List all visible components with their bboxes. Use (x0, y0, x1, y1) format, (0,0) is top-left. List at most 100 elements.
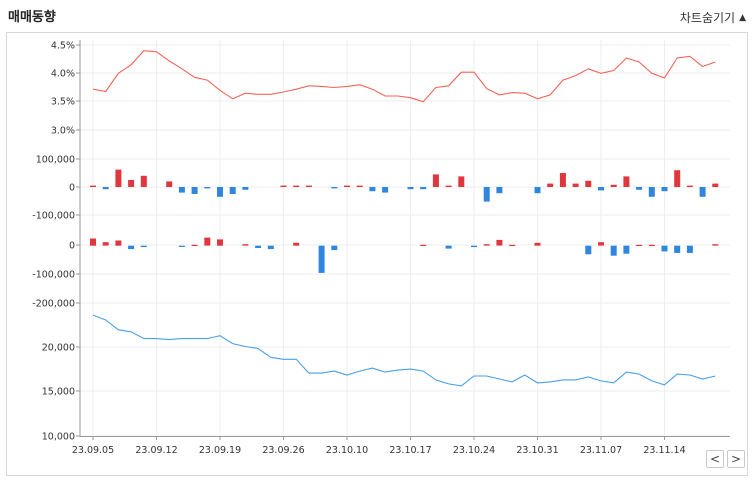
foreign-net-buy-bar (331, 187, 338, 189)
institution-net-buy-bar (471, 245, 477, 248)
y-tick-label: 0 (69, 183, 75, 194)
x-tick-label: 23.11.14 (643, 445, 685, 456)
prev-page-button[interactable]: < (706, 450, 724, 468)
institution-net-buy-bar (102, 242, 109, 246)
institution-net-buy-bar (115, 240, 122, 246)
foreign-net-buy-bar (674, 170, 681, 187)
foreign-net-buy-bar (610, 184, 617, 187)
y-tick-label: -200,000 (32, 299, 75, 310)
institution-net-buy-bar (610, 245, 617, 256)
institution-net-buy-bar (267, 245, 274, 250)
y-tick-label: 100,000 (36, 155, 75, 166)
institution-net-buy-bar (128, 245, 135, 250)
institution-net-buy-bar (585, 245, 592, 255)
y-tick-label: -100,000 (32, 211, 75, 222)
foreign-net-buy-bar (636, 187, 643, 190)
foreign-net-buy-bar (420, 187, 427, 190)
foreign-net-buy-bar (217, 187, 223, 197)
foreign-net-buy-bar (623, 176, 630, 187)
foreign-net-buy-bar (483, 187, 490, 202)
foreign-net-buy-bar (229, 187, 236, 194)
foreign-net-buy-bar (547, 183, 554, 187)
institution-net-buy-bar (712, 244, 719, 246)
foreign-ownership-line (92, 50, 716, 103)
foreign-net-buy-bar (140, 175, 147, 187)
y-tick-label: -100,000 (32, 270, 75, 281)
institution-net-buy-bar (686, 245, 693, 253)
x-tick-label: 23.10.31 (516, 445, 558, 456)
institution-net-buy-bar (420, 244, 427, 246)
institution-net-buy-bar (496, 239, 503, 246)
institution-net-buy-bar (636, 244, 643, 246)
institution-net-buy-bar (509, 244, 516, 246)
institution-net-buy-bar (178, 245, 185, 247)
y-tick-label: 4.0% (51, 69, 75, 80)
foreign-net-buy-bar (178, 187, 185, 193)
x-tick-label: 23.09.12 (135, 445, 177, 456)
foreign-net-buy-bar (344, 185, 350, 187)
x-tick-label: 23.10.10 (326, 445, 368, 456)
foreign-net-buy-bar (166, 181, 173, 187)
y-tick-label: 0 (69, 241, 75, 252)
x-tick-label: 23.11.07 (580, 445, 622, 456)
institution-net-buy-bar (483, 244, 490, 246)
institution-net-buy-bar (255, 245, 262, 248)
institution-net-buy-bar (674, 245, 681, 253)
institution-net-buy-bar (598, 242, 604, 246)
chart-frame (6, 32, 748, 476)
foreign-net-buy-bar (648, 187, 655, 197)
institution-net-buy-bar (623, 245, 630, 254)
foreign-net-buy-bar (407, 187, 414, 190)
page-title: 매매동향 (8, 10, 56, 25)
y-tick-label: 15,000 (42, 387, 75, 398)
x-tick-label: 23.09.26 (262, 445, 304, 456)
foreign-net-buy-bar (458, 176, 465, 187)
foreign-net-buy-bar (686, 185, 693, 187)
foreign-net-buy-bar (699, 187, 706, 197)
institution-net-buy-bar (204, 237, 211, 246)
price-line (92, 314, 716, 387)
foreign-net-buy-bar (128, 180, 135, 187)
y-tick-label: 20,000 (42, 343, 75, 354)
foreign-net-buy-bar (661, 187, 668, 192)
foreign-net-buy-bar (496, 187, 503, 194)
tick-labels: 4.5% 4.0% 3.5% 3.0% 100,000 0 -100,000 0 -100,00… (32, 41, 685, 457)
hide-chart-toggle[interactable]: 차트숨기기 ▲ (680, 9, 746, 26)
triangle-up-icon: ▲ (739, 12, 746, 23)
foreign-net-buy-bar (191, 187, 198, 194)
foreign-net-buy-bar (432, 174, 439, 187)
x-tick-label: 23.09.05 (72, 445, 114, 456)
institution-net-buy-bar (445, 245, 452, 249)
institution-net-buy-bar (217, 239, 223, 246)
foreign-net-buy-bar (369, 187, 376, 192)
foreign-net-buy-bar (115, 169, 122, 187)
institution-net-buy-bar (661, 245, 668, 252)
grid-lines (80, 40, 730, 437)
x-tick-label: 23.10.17 (389, 445, 431, 456)
institution-net-buy-bar (293, 242, 300, 246)
foreign-net-buy-bar (534, 187, 541, 194)
foreign-net-buy-bar (204, 187, 211, 189)
institution-net-buy-bar (331, 245, 338, 250)
y-tick-label: 10,000 (42, 432, 75, 443)
hide-chart-label: 차트숨기기 (679, 11, 736, 25)
foreign-net-buy-bar (305, 185, 312, 187)
institution-net-buy-bar (534, 242, 541, 246)
institution-net-buy-bar (648, 244, 655, 246)
foreign-net-buy-bar (356, 185, 363, 187)
axes (76, 40, 730, 440)
foreign-net-buy-bar (293, 185, 300, 187)
institution-net-buy-bar (191, 244, 198, 246)
foreign-net-buy-bar (559, 173, 566, 187)
institution-net-buy-bar (318, 245, 325, 273)
foreign-net-buy-bar (585, 180, 592, 187)
foreign-net-buy-bar (572, 183, 579, 187)
y-tick-label: 4.5% (51, 41, 75, 52)
foreign-net-buy-bar (382, 187, 389, 193)
institution-net-buy-bar (90, 238, 96, 246)
x-tick-label: 23.09.19 (199, 445, 241, 456)
foreign-net-buy-bar (280, 185, 287, 187)
foreign-net-buy-bar (102, 187, 109, 190)
next-page-button[interactable]: > (727, 450, 745, 468)
